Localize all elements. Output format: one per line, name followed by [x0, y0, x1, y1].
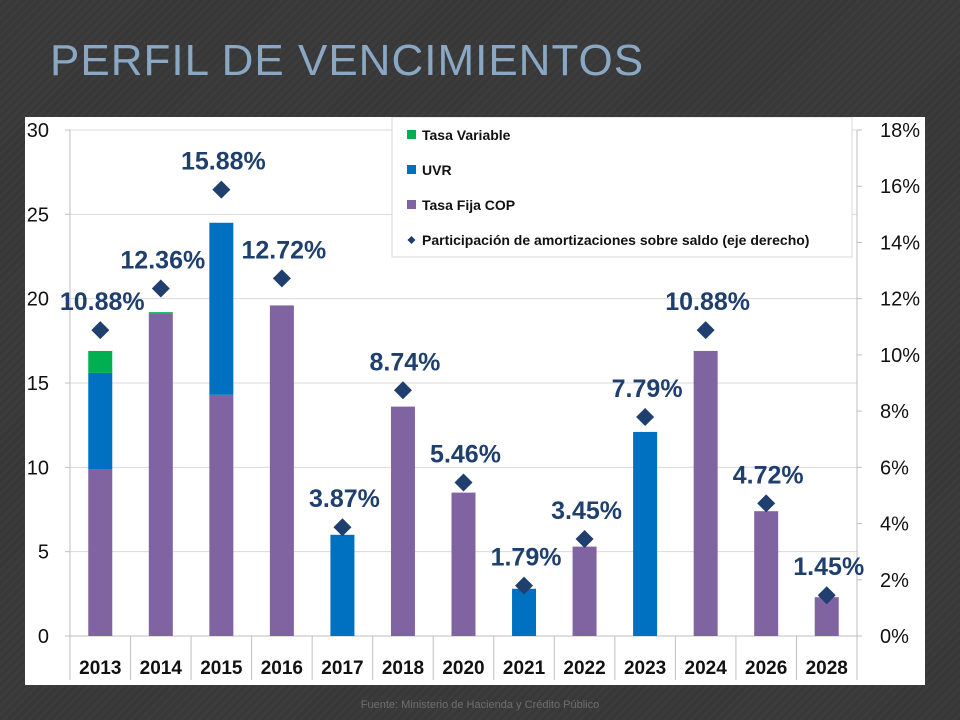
legend-label: Tasa Fija COP [422, 197, 515, 213]
slide-title: PERFIL DE VENCIMIENTOS [50, 36, 645, 85]
bar-segment [390, 406, 415, 636]
y-right-tick-label: 6% [880, 457, 909, 479]
legend-box [391, 117, 853, 258]
data-label: 12.72% [241, 236, 326, 264]
x-tick-label: 2017 [321, 658, 363, 679]
x-tick-label: 2028 [806, 658, 848, 679]
line-marker [333, 518, 352, 537]
source-note: Fuente: Ministerio de Hacienda y Crédito… [360, 699, 600, 711]
y-right-tick-label: 8% [880, 401, 909, 423]
data-label: 10.88% [665, 288, 750, 316]
bar-segment [148, 312, 173, 314]
x-tick-label: 2013 [79, 658, 121, 679]
x-tick-label: 2015 [200, 658, 243, 679]
data-label: 3.87% [309, 485, 380, 513]
line-marker [272, 269, 291, 288]
data-label: 15.88% [181, 148, 266, 176]
x-tick-label: 2022 [563, 658, 605, 679]
bar-segment [88, 350, 113, 373]
y-left-tick-label: 15 [27, 373, 49, 395]
line-marker [757, 494, 776, 513]
y-right-tick-label: 0% [880, 626, 909, 648]
x-tick-label: 2021 [503, 658, 546, 679]
line-marker [212, 180, 231, 199]
y-right-tick-label: 18% [880, 120, 920, 142]
legend-swatch [407, 236, 416, 244]
line-marker [575, 530, 594, 549]
legend-swatch [407, 130, 416, 139]
legend-swatch [407, 165, 416, 174]
line-marker [515, 576, 534, 595]
chart-panel: 0 5 10 15 20 25 30 0% 2% 4% 6% 8% 10% 12% 14% 16% 18% 201… [25, 117, 925, 685]
bar-segment [330, 534, 355, 636]
bar-segment [572, 546, 597, 636]
y-right-tick-label: 12% [880, 289, 920, 311]
line-marker [696, 321, 715, 340]
data-label: 1.79% [491, 544, 562, 572]
bar-segment [148, 313, 173, 636]
maturity-profile-chart: 0 5 10 15 20 25 30 0% 2% 4% 6% 8% 10% 12% 14% 16% 18% 201… [27, 117, 920, 680]
line-marker [91, 321, 110, 340]
data-label: 8.74% [370, 348, 441, 376]
y-left-tick-label: 20 [27, 289, 49, 311]
y-left-tick-label: 5 [38, 542, 49, 564]
legend-swatch [407, 200, 416, 209]
data-label: 12.36% [120, 247, 205, 275]
bar-segment [269, 305, 294, 636]
bar-segment [209, 394, 234, 636]
legend-label: Tasa Variable [422, 127, 511, 143]
y-left-tick-label: 0 [38, 626, 49, 648]
bar-segment [209, 222, 234, 395]
y-left-tick-label: 10 [27, 457, 49, 479]
x-tick-label: 2016 [261, 658, 303, 679]
data-label: 7.79% [612, 375, 683, 403]
x-tick-label: 2023 [624, 658, 666, 679]
x-tick-label: 2026 [745, 658, 787, 679]
line-marker [454, 473, 473, 492]
data-label: 5.46% [430, 441, 501, 469]
legend-label: UVR [422, 162, 452, 178]
line-marker [636, 408, 655, 427]
bar-segment [88, 372, 113, 470]
bar-segment [512, 588, 537, 636]
y-right-tick-label: 10% [880, 345, 920, 367]
legend-label: Participación de amortizaciones sobre sa… [422, 232, 809, 248]
bar-segment [88, 469, 113, 636]
data-label: 1.45% [793, 553, 864, 581]
x-tick-label: 2024 [685, 658, 728, 679]
line-marker [393, 381, 412, 400]
y-right-tick-label: 16% [880, 176, 920, 198]
x-tick-label: 2018 [382, 658, 424, 679]
y-right-tick-label: 4% [880, 514, 909, 536]
y-right-tick-label: 2% [880, 570, 909, 592]
x-tick-label: 2020 [442, 658, 484, 679]
bar-segment [754, 511, 779, 636]
bar-segment [451, 492, 476, 636]
line-marker [151, 279, 170, 298]
y-left-tick-label: 30 [27, 120, 49, 142]
data-label: 10.88% [60, 288, 145, 316]
bar-segment [693, 350, 718, 636]
y-right-tick-label: 14% [880, 232, 920, 254]
data-label: 3.45% [551, 497, 622, 525]
data-label: 4.72% [733, 461, 804, 489]
bar-segment [633, 431, 658, 636]
x-tick-label: 2014 [140, 658, 183, 679]
line-marker [817, 586, 836, 605]
y-left-tick-label: 25 [27, 204, 49, 226]
